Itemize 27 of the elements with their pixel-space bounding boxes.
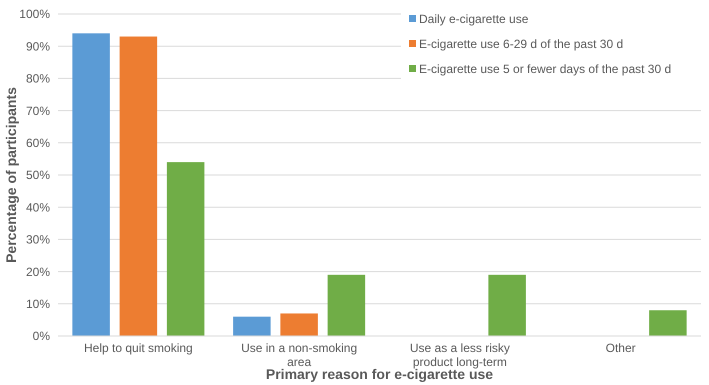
bar [120,36,158,336]
y-tick-label: 0% [32,329,50,344]
legend-label: Daily e-cigarette use [419,12,529,26]
y-tick-label: 30% [26,232,50,247]
x-tick-label: Help to quit smoking [84,341,193,355]
y-tick-label: 20% [26,264,50,279]
y-tick-label: 90% [26,39,50,54]
y-axis-title: Percentage of participants [3,86,19,263]
y-tick-label: 50% [26,168,50,182]
legend-label: E-cigarette use 5 or fewer days of the past 30 d [419,62,672,76]
bar [233,316,271,336]
y-tick-label: 60% [26,136,50,150]
legend-label: E-cigarette use 6-29 d of the past 30 d [419,37,624,52]
y-tick-label: 80% [26,72,50,86]
bar [649,310,687,336]
y-tick-label: 70% [26,104,50,118]
bar [488,274,526,336]
y-tick-label: 40% [26,200,50,214]
x-tick-label: Use as a less risky product long-term [410,341,510,369]
bar [166,162,204,336]
x-tick-label: Use in a non-smoking area [241,341,358,369]
bar [328,274,366,336]
bar [280,313,318,336]
bar [72,33,110,336]
y-tick-label: 100% [19,7,50,22]
y-tick-label: 10% [26,297,50,311]
x-tick-label: Other [606,341,636,355]
